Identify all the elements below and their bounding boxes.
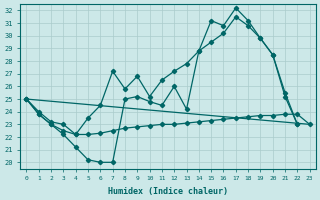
X-axis label: Humidex (Indice chaleur): Humidex (Indice chaleur)	[108, 187, 228, 196]
